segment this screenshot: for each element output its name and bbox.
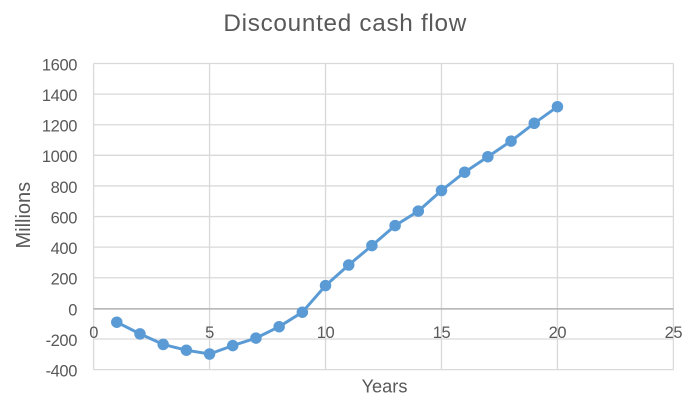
svg-text:1400: 1400 — [42, 87, 77, 105]
svg-text:15: 15 — [433, 324, 451, 342]
svg-text:-400: -400 — [46, 363, 78, 381]
svg-text:1600: 1600 — [42, 56, 77, 74]
svg-text:1200: 1200 — [42, 118, 77, 136]
svg-text:-200: -200 — [46, 332, 78, 350]
svg-text:400: 400 — [51, 240, 78, 258]
svg-text:600: 600 — [51, 209, 78, 227]
svg-text:Millions: Millions — [13, 182, 35, 249]
svg-text:800: 800 — [51, 179, 78, 197]
svg-text:10: 10 — [317, 324, 335, 342]
svg-text:5: 5 — [205, 324, 214, 342]
svg-text:1000: 1000 — [42, 148, 77, 166]
svg-text:25: 25 — [665, 324, 683, 342]
svg-text:200: 200 — [51, 271, 78, 289]
svg-text:Years: Years — [362, 377, 408, 397]
svg-text:0: 0 — [89, 324, 98, 342]
svg-text:Discounted cash flow: Discounted cash flow — [223, 10, 467, 37]
svg-text:20: 20 — [549, 324, 567, 342]
svg-text:0: 0 — [68, 301, 77, 319]
